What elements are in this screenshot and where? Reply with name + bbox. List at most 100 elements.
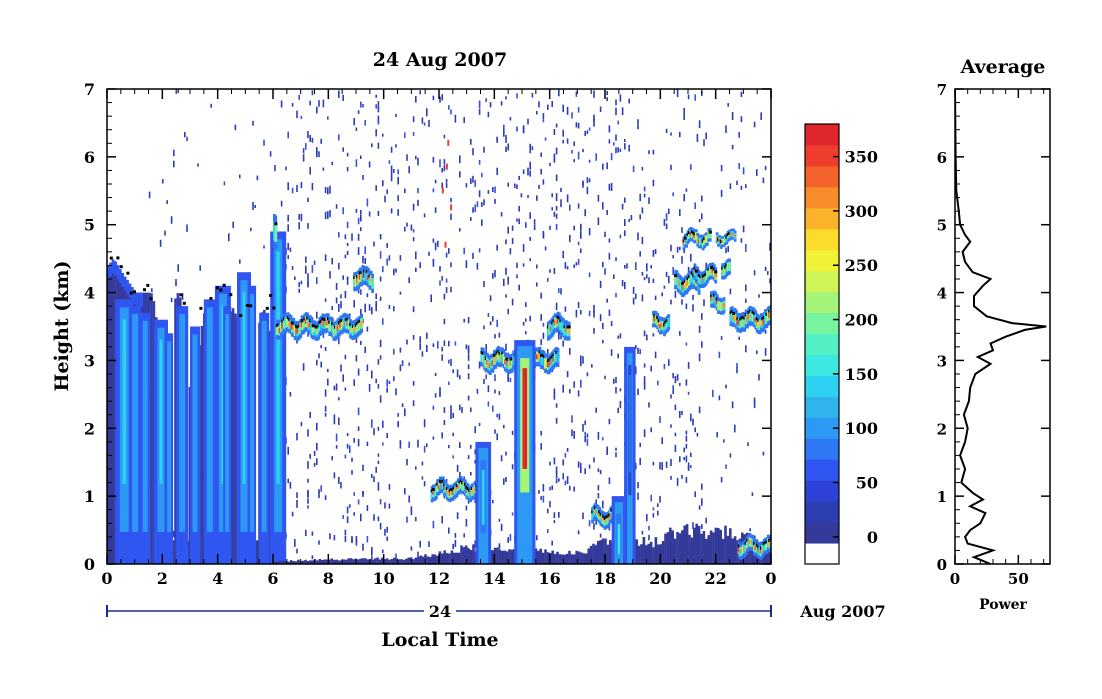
heatmap-cell	[577, 122, 580, 129]
heatmap-cell	[615, 147, 617, 154]
heatmap-cell	[529, 258, 531, 262]
heatmap-cell	[467, 548, 470, 564]
heatmap-cell	[676, 246, 679, 253]
heatmap-cell	[672, 385, 674, 391]
colorbar-tick-label: 250	[845, 256, 878, 275]
heatmap-cell	[377, 482, 380, 489]
heatmap-cell	[401, 403, 404, 408]
heatmap-cell	[492, 273, 494, 279]
heatmap-cell	[186, 224, 188, 232]
heatmap-cell	[415, 267, 417, 272]
heatmap-cell	[173, 160, 175, 168]
heatmap-cell	[366, 505, 369, 511]
heatmap-cell	[635, 345, 637, 349]
heatmap-cell	[498, 413, 501, 420]
heatmap-cell	[602, 163, 604, 170]
day-label: 24	[429, 602, 451, 621]
heatmap-cell	[756, 169, 758, 176]
heatmap-cell	[281, 323, 285, 329]
heatmap-cell	[318, 491, 320, 499]
heatmap-cell	[708, 230, 712, 234]
heatmap-cell	[439, 387, 441, 395]
heatmap-cell	[188, 386, 192, 564]
heatmap-cell	[434, 393, 437, 398]
heatmap-cell	[594, 545, 598, 564]
heatmap-cell	[177, 89, 179, 93]
heatmap-cell	[311, 137, 314, 143]
heatmap-cell	[129, 291, 133, 295]
heatmap-cell	[364, 119, 366, 126]
heatmap-cell	[448, 381, 450, 385]
heatmap-cell	[467, 373, 470, 380]
heatmap-cell	[540, 443, 542, 450]
heatmap-cell	[324, 254, 327, 262]
heatmap-cell	[476, 388, 479, 394]
heatmap-cell	[342, 559, 346, 564]
heatmap-cell	[560, 288, 562, 295]
heatmap-cell	[639, 193, 641, 202]
heatmap-cell	[454, 539, 457, 547]
heatmap-cell	[448, 248, 450, 254]
heatmap-cell	[417, 551, 419, 559]
heatmap-cell	[509, 377, 512, 383]
heatmap-cell	[522, 244, 525, 252]
heatmap-cell	[573, 381, 575, 388]
heatmap-cell	[366, 198, 369, 207]
heatmap-cell	[531, 92, 534, 98]
heatmap-cell	[540, 292, 542, 299]
heatmap-cell	[507, 276, 509, 285]
heatmap-cell	[384, 195, 386, 203]
heatmap-cell	[562, 340, 564, 347]
heatmap-cell	[569, 389, 571, 394]
heatmap-cell	[593, 118, 595, 127]
heatmap-cell	[368, 304, 371, 311]
heatmap-cell	[516, 184, 518, 189]
heatmap-cell	[467, 455, 470, 459]
colorbar-tick-label: 0	[867, 528, 878, 547]
heatmap-cell	[566, 106, 569, 115]
heatmap-cell	[395, 113, 397, 117]
heatmap-cell	[364, 346, 366, 354]
heatmap-cell	[414, 557, 418, 564]
heatmap-cell	[542, 322, 545, 327]
heatmap-cell	[725, 247, 727, 254]
heatmap-cell	[496, 136, 498, 141]
heatmap-cell	[569, 348, 571, 355]
heatmap-cell	[641, 272, 644, 276]
heatmap-cell	[500, 212, 503, 217]
heatmap-cell	[701, 213, 703, 220]
heatmap-cell	[599, 470, 602, 475]
heatmap-cell	[714, 295, 718, 305]
heatmap-cell	[696, 133, 699, 142]
heatmap-cell	[182, 301, 186, 305]
heatmap-cell	[335, 445, 338, 449]
heatmap-cell	[742, 225, 745, 233]
heatmap-cell	[551, 550, 554, 564]
heatmap-cell	[186, 136, 188, 142]
heatmap-cell	[280, 200, 283, 207]
heatmap-cell	[476, 262, 479, 270]
heatmap-cell	[538, 184, 540, 189]
heatmap-cell	[318, 100, 320, 107]
heatmap-cell	[676, 477, 679, 486]
heatmap-cell	[256, 175, 259, 181]
heatmap-cell	[296, 432, 298, 441]
heatmap-cell	[729, 453, 732, 458]
heatmap-cell	[498, 545, 501, 549]
heatmap-cell	[360, 340, 362, 345]
heatmap-cell	[121, 273, 124, 287]
heatmap-cell	[582, 180, 584, 186]
heatmap-cell	[452, 369, 454, 374]
heatmap-cell	[239, 174, 241, 179]
heatmap-cell	[307, 489, 309, 498]
heatmap-cell	[456, 369, 459, 378]
heatmap-cell	[342, 94, 344, 101]
heatmap-cell	[377, 115, 380, 124]
heatmap-cell	[503, 424, 505, 429]
x-tick-label: 12	[428, 569, 450, 588]
heatmap-cell	[445, 553, 449, 564]
heatmap-cell	[745, 345, 747, 353]
heatmap-cell	[382, 180, 384, 187]
heatmap-cell	[619, 94, 622, 102]
heatmap-cell	[478, 108, 481, 115]
